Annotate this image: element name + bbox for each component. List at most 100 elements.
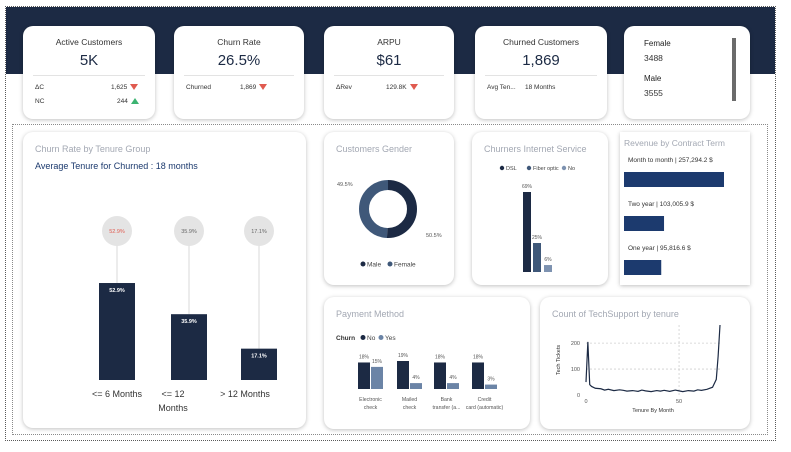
bubble-label: 35.9% (181, 229, 197, 235)
gender-donut-chart: 50.5% 49.5% Male Female (337, 180, 442, 269)
kpi-row-label: NC (35, 98, 45, 105)
bar (624, 216, 665, 231)
y-axis-label: Tech Tickets (556, 345, 562, 376)
contract-bar-chart: Month to month | 257,294.2 $ Two year | 1… (624, 157, 724, 275)
x-tick-label: 50 (676, 399, 682, 405)
trend-down-icon (130, 84, 139, 91)
bar (410, 383, 422, 389)
contract-chart-card[interactable]: Revenue by Contract Term Month to month … (620, 132, 750, 285)
bar-label: 4% (449, 375, 457, 381)
kpi-card-arpu[interactable]: ARPU $61 ΔRev 129.8K (324, 26, 454, 119)
bar-label: 19% (398, 353, 409, 359)
internet-chart-card[interactable]: Churners Internet Service DSL Fiber optic… (472, 132, 608, 285)
chart-title: Payment Method (336, 309, 405, 319)
gender-ratio-bar (732, 38, 736, 101)
kpi-title: Churn Rate (217, 37, 261, 47)
bar-label: One year | 95,816.6 $ (628, 245, 691, 252)
bar (241, 348, 277, 380)
bar (544, 265, 552, 272)
bar-label: 18% (473, 354, 484, 360)
legend-swatch (499, 165, 505, 171)
bar-label: 25% (532, 235, 543, 241)
bar-label: 69% (522, 184, 533, 190)
bar-label: 52.9% (109, 288, 125, 294)
bar-label: 18% (359, 354, 370, 360)
legend-label: Male (367, 262, 381, 269)
gender-chart-card[interactable]: Customers Gender 50.5% 49.5% Male Female (324, 132, 454, 285)
x-tick-label: card (automatic) (466, 405, 504, 411)
x-tick-label: <= 6 Months (92, 389, 143, 399)
chart-title: Churn Rate by Tenure Group (35, 144, 151, 154)
bar (523, 192, 531, 272)
bar (371, 366, 383, 389)
x-tick-label: transfer (a... (433, 405, 461, 411)
x-tick-label: Credit (478, 397, 492, 403)
internet-bar-chart: DSL Fiber optic No 69% 25% 6% (499, 165, 575, 272)
male-label: Male (644, 74, 662, 83)
kpi-row-label: Churned (186, 84, 211, 91)
kpi-value: $61 (376, 52, 402, 69)
kpi-row-value: 18 Months (525, 84, 556, 91)
x-tick-label: > 12 Months (220, 389, 270, 399)
legend-label: DSL (506, 166, 517, 172)
trend-up-icon (130, 98, 139, 105)
kpi-row-label: ΔC (35, 84, 45, 91)
techsupport-chart-card[interactable]: Count of TechSupport by tenure 0 100 200 0 5… (540, 297, 750, 429)
chart-title: Customers Gender (336, 144, 413, 154)
bar (624, 260, 662, 275)
legend-swatch (378, 335, 384, 340)
legend-swatch (526, 165, 532, 171)
x-tick-label: Months (158, 403, 188, 413)
bubble-label: 17.1% (251, 229, 267, 235)
kpi-value: 5K (79, 52, 99, 69)
legend-title: Churn (336, 335, 355, 342)
slice-label: 49.5% (337, 182, 353, 188)
bubble-marker (244, 216, 274, 246)
divider (33, 75, 145, 76)
legend-label: No (568, 166, 575, 172)
trend-down-icon (259, 84, 268, 91)
y-tick-label: 0 (577, 393, 580, 399)
legend-swatch (360, 261, 366, 267)
legend-label: Fiber optic (533, 166, 559, 172)
kpi-value: 26.5% (217, 52, 261, 69)
bubble-marker (174, 216, 204, 246)
bar-label: 35.9% (181, 319, 197, 325)
x-tick-label: Mailed (402, 397, 417, 403)
kpi-card-active-customers[interactable]: Active Customers 5K ΔC 1,625 NC 244 (23, 26, 155, 119)
bar (397, 361, 409, 389)
chart-title: Revenue by Contract Term (624, 138, 725, 148)
slice-label: 50.5% (426, 233, 442, 239)
bar (99, 283, 135, 380)
payment-chart-card[interactable]: Payment Method Churn No Yes 18% 15% Electroni… (324, 297, 530, 429)
bar-label: 15% (372, 359, 383, 365)
x-tick-label: check (403, 405, 417, 411)
payment-bar-chart: Churn No Yes18%15%Electroniccheck19%4%Mail… (336, 335, 504, 411)
trend-down-icon (409, 84, 418, 91)
female-label: Female (644, 39, 671, 48)
bar-label: Month to month | 257,294.2 $ (628, 157, 713, 164)
gender-count-card[interactable]: Female 3488 Male 3555 (624, 26, 750, 119)
kpi-row-value: 129.8K (386, 84, 418, 91)
x-tick-label: Electronic (359, 397, 382, 403)
charts-area-frame (12, 124, 768, 435)
x-tick-label: 0 (584, 399, 587, 405)
kpi-card-churned-customers[interactable]: Churned Customers 1,869 Avg Ten... 18 Mo… (475, 26, 607, 119)
divider (485, 75, 597, 76)
bar (171, 314, 207, 380)
kpi-title: Churned Customers (502, 37, 580, 47)
male-value: 3555 (644, 88, 663, 98)
legend-label: Yes (385, 335, 396, 342)
legend-label: No (367, 335, 376, 342)
x-tick-label: check (364, 405, 378, 411)
legend-swatch (561, 165, 567, 171)
legend-swatch (387, 261, 393, 267)
bar-label: 17.1% (251, 354, 267, 360)
kpi-card-churn-rate[interactable]: Churn Rate 26.5% Churned 1,869 (174, 26, 304, 119)
tenure-chart-card[interactable]: Churn Rate by Tenure Group Average Tenur… (23, 132, 306, 428)
kpi-row-value: 1,625 (111, 84, 139, 91)
x-tick-label: <= 12 (161, 389, 184, 399)
bar-label: 6% (544, 257, 552, 263)
bar-label: Two year | 103,005.9 $ (628, 201, 694, 208)
